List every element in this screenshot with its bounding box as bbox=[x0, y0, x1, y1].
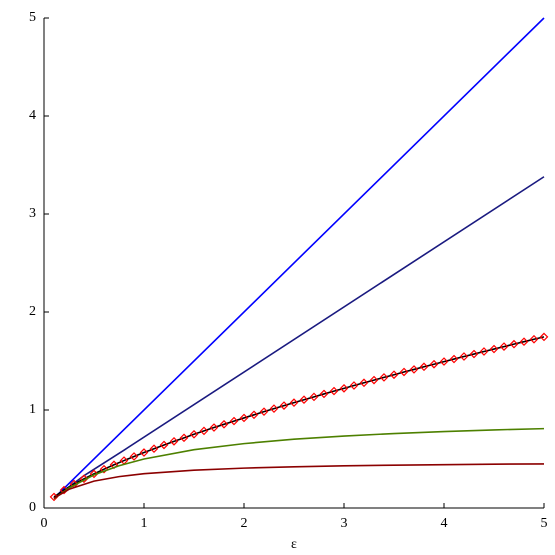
y-tick-label: 3 bbox=[29, 206, 36, 221]
marker bbox=[289, 398, 299, 407]
marker bbox=[389, 370, 399, 380]
marker bbox=[479, 347, 489, 356]
marker bbox=[89, 469, 99, 479]
series-line bbox=[53, 176, 545, 499]
marker bbox=[299, 395, 309, 405]
y-tick-label: 0 bbox=[29, 500, 36, 515]
y-tick-label: 5 bbox=[29, 10, 36, 25]
x-axis-label: ε bbox=[291, 537, 297, 552]
marker bbox=[199, 426, 209, 436]
x-tick-label: 4 bbox=[441, 516, 448, 531]
marker bbox=[79, 474, 89, 484]
marker bbox=[209, 423, 219, 432]
marker bbox=[259, 407, 269, 417]
marker bbox=[189, 429, 199, 439]
marker bbox=[129, 452, 139, 461]
marker bbox=[509, 339, 519, 349]
marker bbox=[49, 492, 59, 502]
marker bbox=[319, 389, 329, 399]
x-tick-label: 0 bbox=[41, 516, 48, 531]
marker bbox=[369, 375, 379, 385]
marker bbox=[99, 464, 109, 474]
marker bbox=[519, 337, 529, 347]
marker bbox=[249, 410, 259, 420]
marker bbox=[419, 362, 429, 372]
marker bbox=[219, 419, 229, 429]
marker bbox=[449, 354, 459, 364]
series-line bbox=[53, 463, 545, 499]
marker bbox=[329, 386, 339, 396]
marker bbox=[149, 444, 159, 454]
marker bbox=[489, 344, 499, 354]
marker bbox=[279, 401, 289, 410]
marker bbox=[349, 381, 359, 390]
marker bbox=[159, 440, 169, 450]
marker bbox=[309, 392, 319, 402]
marker bbox=[439, 357, 449, 366]
marker bbox=[459, 352, 469, 361]
marker bbox=[239, 413, 249, 423]
x-tick-label: 5 bbox=[541, 516, 548, 531]
x-tick-label: 2 bbox=[241, 516, 248, 531]
marker bbox=[179, 433, 189, 443]
marker bbox=[269, 404, 279, 413]
x-tick-label: 1 bbox=[141, 516, 148, 531]
marker bbox=[169, 437, 179, 446]
y-tick-label: 4 bbox=[29, 108, 36, 123]
marker bbox=[499, 342, 509, 351]
marker bbox=[539, 332, 549, 342]
marker bbox=[229, 416, 239, 426]
marker bbox=[469, 349, 479, 359]
series-line bbox=[53, 427, 545, 500]
marker bbox=[529, 334, 539, 344]
y-tick-label: 1 bbox=[29, 402, 36, 417]
series-line bbox=[53, 17, 545, 499]
marker bbox=[379, 373, 389, 382]
marker bbox=[339, 383, 349, 393]
marker bbox=[399, 367, 409, 377]
marker bbox=[359, 378, 369, 388]
marker bbox=[139, 448, 149, 457]
y-tick-label: 2 bbox=[29, 304, 36, 319]
marker bbox=[409, 365, 419, 374]
series-line bbox=[53, 336, 545, 498]
marker bbox=[429, 359, 439, 369]
x-tick-label: 3 bbox=[341, 516, 348, 531]
